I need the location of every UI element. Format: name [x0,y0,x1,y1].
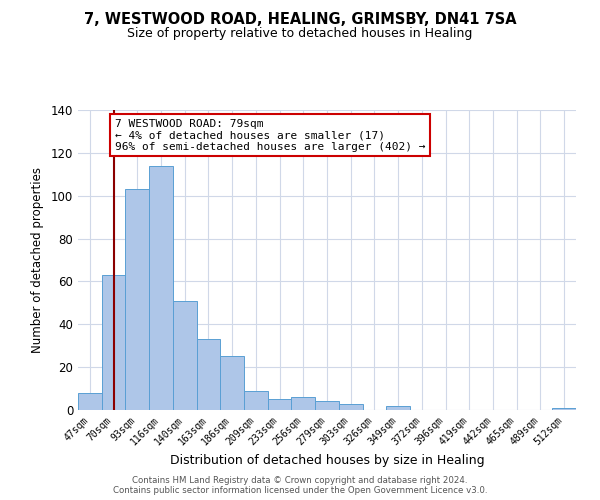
Text: Contains public sector information licensed under the Open Government Licence v3: Contains public sector information licen… [113,486,487,495]
Bar [173,300,197,410]
Y-axis label: Number of detached properties: Number of detached properties [31,167,44,353]
Text: Contains HM Land Registry data © Crown copyright and database right 2024.: Contains HM Land Registry data © Crown c… [132,476,468,485]
Bar [125,190,149,410]
Bar [149,166,173,410]
Bar [292,397,315,410]
Bar [102,275,125,410]
Text: 7 WESTWOOD ROAD: 79sqm
← 4% of detached houses are smaller (17)
96% of semi-deta: 7 WESTWOOD ROAD: 79sqm ← 4% of detached … [115,118,425,152]
Bar [244,390,268,410]
Bar [220,356,244,410]
Bar [386,406,410,410]
Bar [339,404,362,410]
Bar [315,402,339,410]
Bar [552,408,576,410]
Bar [78,393,102,410]
Bar [268,400,292,410]
Text: 7, WESTWOOD ROAD, HEALING, GRIMSBY, DN41 7SA: 7, WESTWOOD ROAD, HEALING, GRIMSBY, DN41… [83,12,517,28]
Bar [197,340,220,410]
X-axis label: Distribution of detached houses by size in Healing: Distribution of detached houses by size … [170,454,484,467]
Text: Size of property relative to detached houses in Healing: Size of property relative to detached ho… [127,28,473,40]
